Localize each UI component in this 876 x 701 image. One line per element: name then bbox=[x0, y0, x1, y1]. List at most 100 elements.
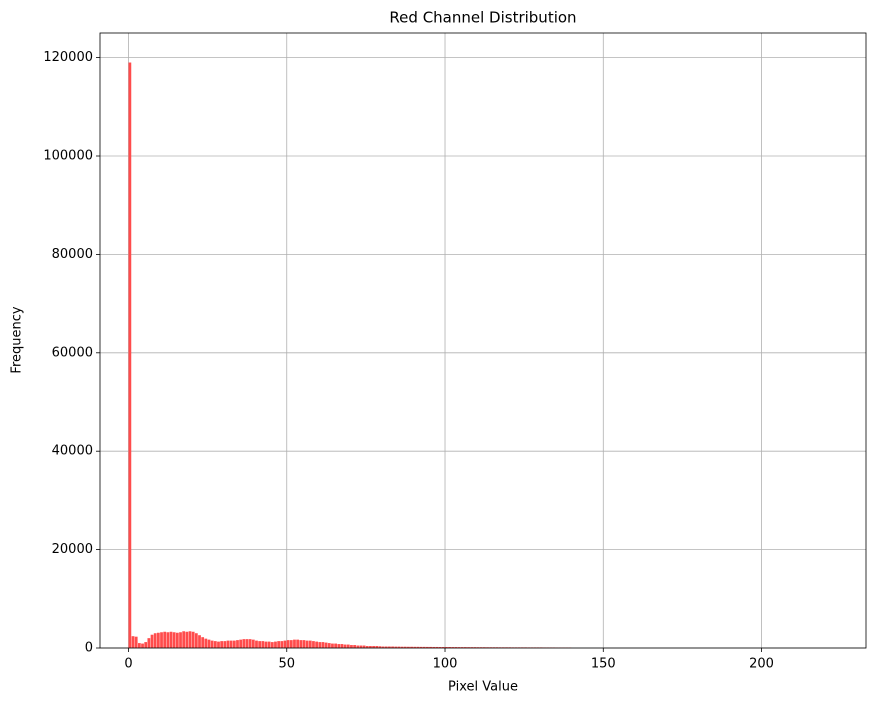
x-tick-label: 50 bbox=[278, 657, 295, 672]
bar bbox=[407, 646, 410, 648]
bar bbox=[280, 641, 284, 648]
bar bbox=[296, 639, 300, 648]
bar bbox=[473, 647, 477, 648]
bar bbox=[460, 647, 464, 648]
bar bbox=[391, 646, 394, 648]
bar bbox=[448, 647, 451, 648]
bar bbox=[274, 641, 277, 648]
bar bbox=[356, 645, 360, 648]
bar bbox=[435, 646, 439, 648]
bar bbox=[156, 632, 160, 648]
bar bbox=[169, 631, 173, 648]
bar bbox=[163, 631, 167, 648]
x-tick-label: 100 bbox=[433, 657, 458, 672]
y-tick-label: 40000 bbox=[52, 444, 93, 459]
bar bbox=[270, 642, 274, 648]
bar bbox=[327, 643, 331, 648]
bar bbox=[302, 640, 306, 648]
bar bbox=[410, 646, 413, 648]
bar bbox=[172, 632, 176, 648]
bar bbox=[403, 646, 407, 648]
bar bbox=[372, 646, 375, 648]
bar bbox=[229, 640, 233, 648]
plot-frame bbox=[99, 32, 867, 649]
bar bbox=[245, 639, 249, 648]
bar bbox=[147, 638, 151, 648]
x-tick-label: 200 bbox=[749, 657, 774, 672]
bar bbox=[454, 647, 458, 648]
bar bbox=[153, 633, 157, 648]
bar bbox=[445, 647, 448, 648]
y-tick-label: 0 bbox=[85, 641, 93, 656]
bar bbox=[201, 637, 205, 648]
y-tick-label: 20000 bbox=[52, 542, 93, 557]
bar bbox=[131, 636, 135, 648]
bar bbox=[343, 644, 347, 648]
bar bbox=[340, 644, 344, 648]
bar bbox=[432, 646, 436, 648]
bar bbox=[422, 646, 426, 648]
bar bbox=[451, 647, 455, 648]
bar bbox=[388, 646, 391, 648]
bar bbox=[242, 639, 246, 648]
bar bbox=[223, 641, 227, 648]
bar bbox=[315, 641, 319, 648]
bar bbox=[217, 641, 220, 648]
bar bbox=[381, 646, 385, 648]
bar bbox=[394, 646, 398, 648]
bar bbox=[166, 632, 170, 648]
bar bbox=[207, 639, 211, 648]
bar bbox=[213, 641, 217, 648]
bar bbox=[384, 646, 388, 648]
bar bbox=[378, 646, 382, 648]
bar bbox=[137, 643, 141, 648]
bar bbox=[248, 639, 252, 648]
bar bbox=[198, 635, 201, 648]
bar bbox=[293, 639, 296, 648]
bar bbox=[204, 638, 208, 648]
bar bbox=[353, 645, 356, 648]
bar bbox=[283, 640, 287, 648]
bar bbox=[365, 646, 369, 648]
x-axis-label: Pixel Value bbox=[448, 680, 518, 695]
bar bbox=[359, 645, 363, 648]
bar bbox=[289, 640, 293, 648]
bar bbox=[134, 636, 138, 648]
bar bbox=[467, 647, 470, 648]
bar bbox=[258, 641, 262, 648]
bar bbox=[464, 647, 467, 648]
bar bbox=[457, 647, 461, 648]
bar bbox=[255, 640, 258, 648]
bar bbox=[400, 646, 404, 648]
bar bbox=[286, 640, 290, 648]
bar bbox=[160, 632, 163, 648]
y-axis-label: Frequency bbox=[10, 306, 25, 373]
x-tick-label: 150 bbox=[591, 657, 616, 672]
bar bbox=[419, 646, 423, 648]
bar bbox=[350, 645, 353, 648]
bar bbox=[251, 639, 255, 648]
bar bbox=[267, 641, 271, 648]
bar bbox=[397, 646, 401, 648]
bar bbox=[277, 641, 281, 648]
bar bbox=[369, 646, 372, 648]
bar bbox=[375, 646, 379, 648]
bar bbox=[308, 640, 312, 648]
bar bbox=[191, 631, 195, 648]
bar bbox=[141, 643, 144, 648]
bar bbox=[331, 643, 334, 648]
bar bbox=[232, 640, 236, 648]
bar bbox=[318, 642, 322, 648]
bar bbox=[182, 631, 186, 648]
bar bbox=[362, 645, 366, 648]
bar bbox=[128, 62, 132, 648]
bar bbox=[210, 640, 214, 648]
bar bbox=[413, 646, 417, 648]
bar bbox=[321, 642, 325, 648]
bar bbox=[337, 644, 341, 648]
y-tick-label: 80000 bbox=[52, 247, 93, 262]
bar bbox=[264, 641, 268, 648]
bar bbox=[299, 640, 303, 648]
x-tick-label: 0 bbox=[124, 657, 132, 672]
